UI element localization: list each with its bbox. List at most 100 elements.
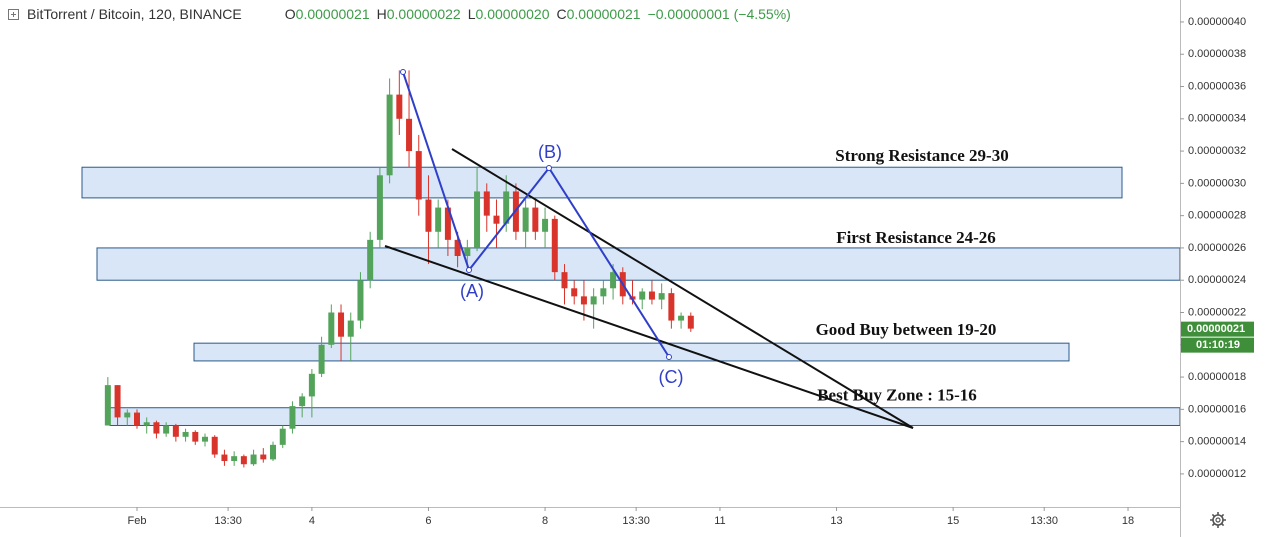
axes: 0.00000012 0.00000014 0.00000016 0.00000018… — [128, 16, 1254, 527]
candle-body — [396, 94, 403, 119]
pattern-point — [400, 69, 406, 75]
y-tick-label: 0.00000012 — [1188, 468, 1246, 480]
candle-body — [668, 293, 675, 321]
last-price-badge — [1181, 321, 1254, 337]
ohlc-value: 0.00000021 — [295, 6, 370, 22]
pattern-label: (C) — [659, 367, 684, 387]
ohlc-value: 0.00000021 — [566, 6, 641, 22]
y-tick-label: 0.00000014 — [1188, 436, 1246, 448]
trendline-upper — [451, 148, 914, 429]
candle-body — [104, 385, 111, 426]
pattern-point — [546, 165, 552, 171]
candle-body — [270, 444, 277, 460]
zone — [109, 407, 1181, 426]
collapse-icon[interactable] — [8, 8, 19, 20]
candle-body — [678, 315, 685, 321]
candle-body — [279, 428, 286, 445]
candle-body — [250, 454, 257, 465]
candle-body — [590, 296, 597, 305]
candle-body — [571, 288, 578, 297]
candle-body — [435, 207, 442, 232]
candle-body — [182, 431, 189, 437]
candle-body — [483, 191, 490, 216]
candle-body — [289, 406, 296, 429]
candle-body — [133, 412, 140, 426]
candle-body — [474, 191, 481, 248]
candle-body — [367, 239, 374, 281]
candle-body — [308, 373, 315, 397]
y-tick-label: 0.00000034 — [1188, 113, 1246, 125]
candle-body — [153, 422, 160, 434]
last-price-label: 0.00000021 — [1187, 323, 1245, 335]
candle-body — [124, 412, 131, 418]
candle-body — [114, 385, 121, 418]
pattern-point — [666, 354, 672, 360]
candle-body — [493, 215, 500, 224]
candle-body — [357, 280, 364, 321]
candle-body — [328, 312, 335, 345]
candle-body — [415, 151, 422, 200]
candle-body — [172, 425, 179, 437]
candle-body — [522, 207, 529, 232]
candle-body — [376, 175, 383, 240]
candle-body — [444, 207, 451, 240]
x-tick-label: 15 — [947, 515, 959, 527]
candle-body — [639, 291, 646, 300]
candle-body — [211, 436, 218, 455]
candle-body — [338, 312, 345, 337]
ohlc-values: O0.00000021 H0.00000022 L0.00000020 C0.0000… — [278, 6, 641, 22]
x-tick-label: 18 — [1122, 515, 1134, 527]
settings-icon[interactable] — [1210, 512, 1226, 528]
symbol[interactable]: BitTorrent / Bitcoin, 120, BINANCE — [27, 6, 242, 22]
candle-body — [658, 293, 665, 300]
candle-body — [163, 425, 170, 434]
countdown: 01:10:19 — [1196, 339, 1240, 351]
pattern-label: (A) — [460, 281, 484, 301]
x-tick-label: 13 — [830, 515, 842, 527]
ohlc-key: C — [556, 6, 567, 22]
x-tick-label: 4 — [309, 515, 315, 527]
y-tick-label: 0.00000018 — [1188, 371, 1246, 383]
y-tick-label: 0.00000028 — [1188, 210, 1246, 222]
y-tick-label: 0.00000032 — [1188, 145, 1246, 157]
candle-body — [648, 291, 655, 300]
y-tick-label: 0.00000022 — [1188, 306, 1246, 318]
zone-label: Strong Resistance 29-30 — [835, 146, 1008, 165]
candle-body — [687, 315, 694, 329]
ohlc-value: 0.00000020 — [475, 6, 550, 22]
y-tick-label: 0.00000024 — [1188, 274, 1246, 286]
candle-body — [580, 296, 587, 305]
zone-label: Best Buy Zone : 15-16 — [817, 386, 977, 405]
x-tick-label: 13:30 — [214, 515, 242, 527]
candle-body — [406, 118, 413, 152]
zone — [193, 342, 1070, 362]
price-axis-bg — [1180, 0, 1266, 537]
x-tick-label: 13:30 — [1030, 515, 1058, 527]
pattern-point — [466, 267, 472, 273]
candle-body — [600, 288, 607, 297]
change: −0.00000001 (−4.55%) — [647, 6, 791, 22]
candle-body — [318, 344, 325, 374]
abc-pattern — [402, 71, 670, 358]
y-tick-label: 0.00000036 — [1188, 80, 1246, 92]
legend-header: BitTorrent / Bitcoin, 120, BINANCE O0.00… — [8, 4, 791, 24]
ohlc-key: L — [467, 6, 476, 22]
candle-body — [386, 94, 393, 176]
trendline-lower — [384, 245, 914, 429]
ohlc-value: 0.00000022 — [386, 6, 461, 22]
candle-body — [143, 422, 150, 426]
x-tick-label: 11 — [714, 515, 725, 527]
ohlc-key: O — [284, 6, 296, 22]
y-tick-label: 0.00000016 — [1188, 403, 1246, 415]
candle-body — [561, 272, 568, 289]
zone-label: Good Buy between 19-20 — [816, 320, 997, 339]
candle-body — [202, 436, 209, 442]
x-tick-label: 8 — [542, 515, 548, 527]
candle-body — [260, 454, 267, 460]
y-tick-label: 0.00000038 — [1188, 48, 1246, 60]
candle-body — [610, 272, 617, 289]
pattern-label: (B) — [538, 142, 562, 162]
x-tick-label: Feb — [128, 515, 147, 527]
